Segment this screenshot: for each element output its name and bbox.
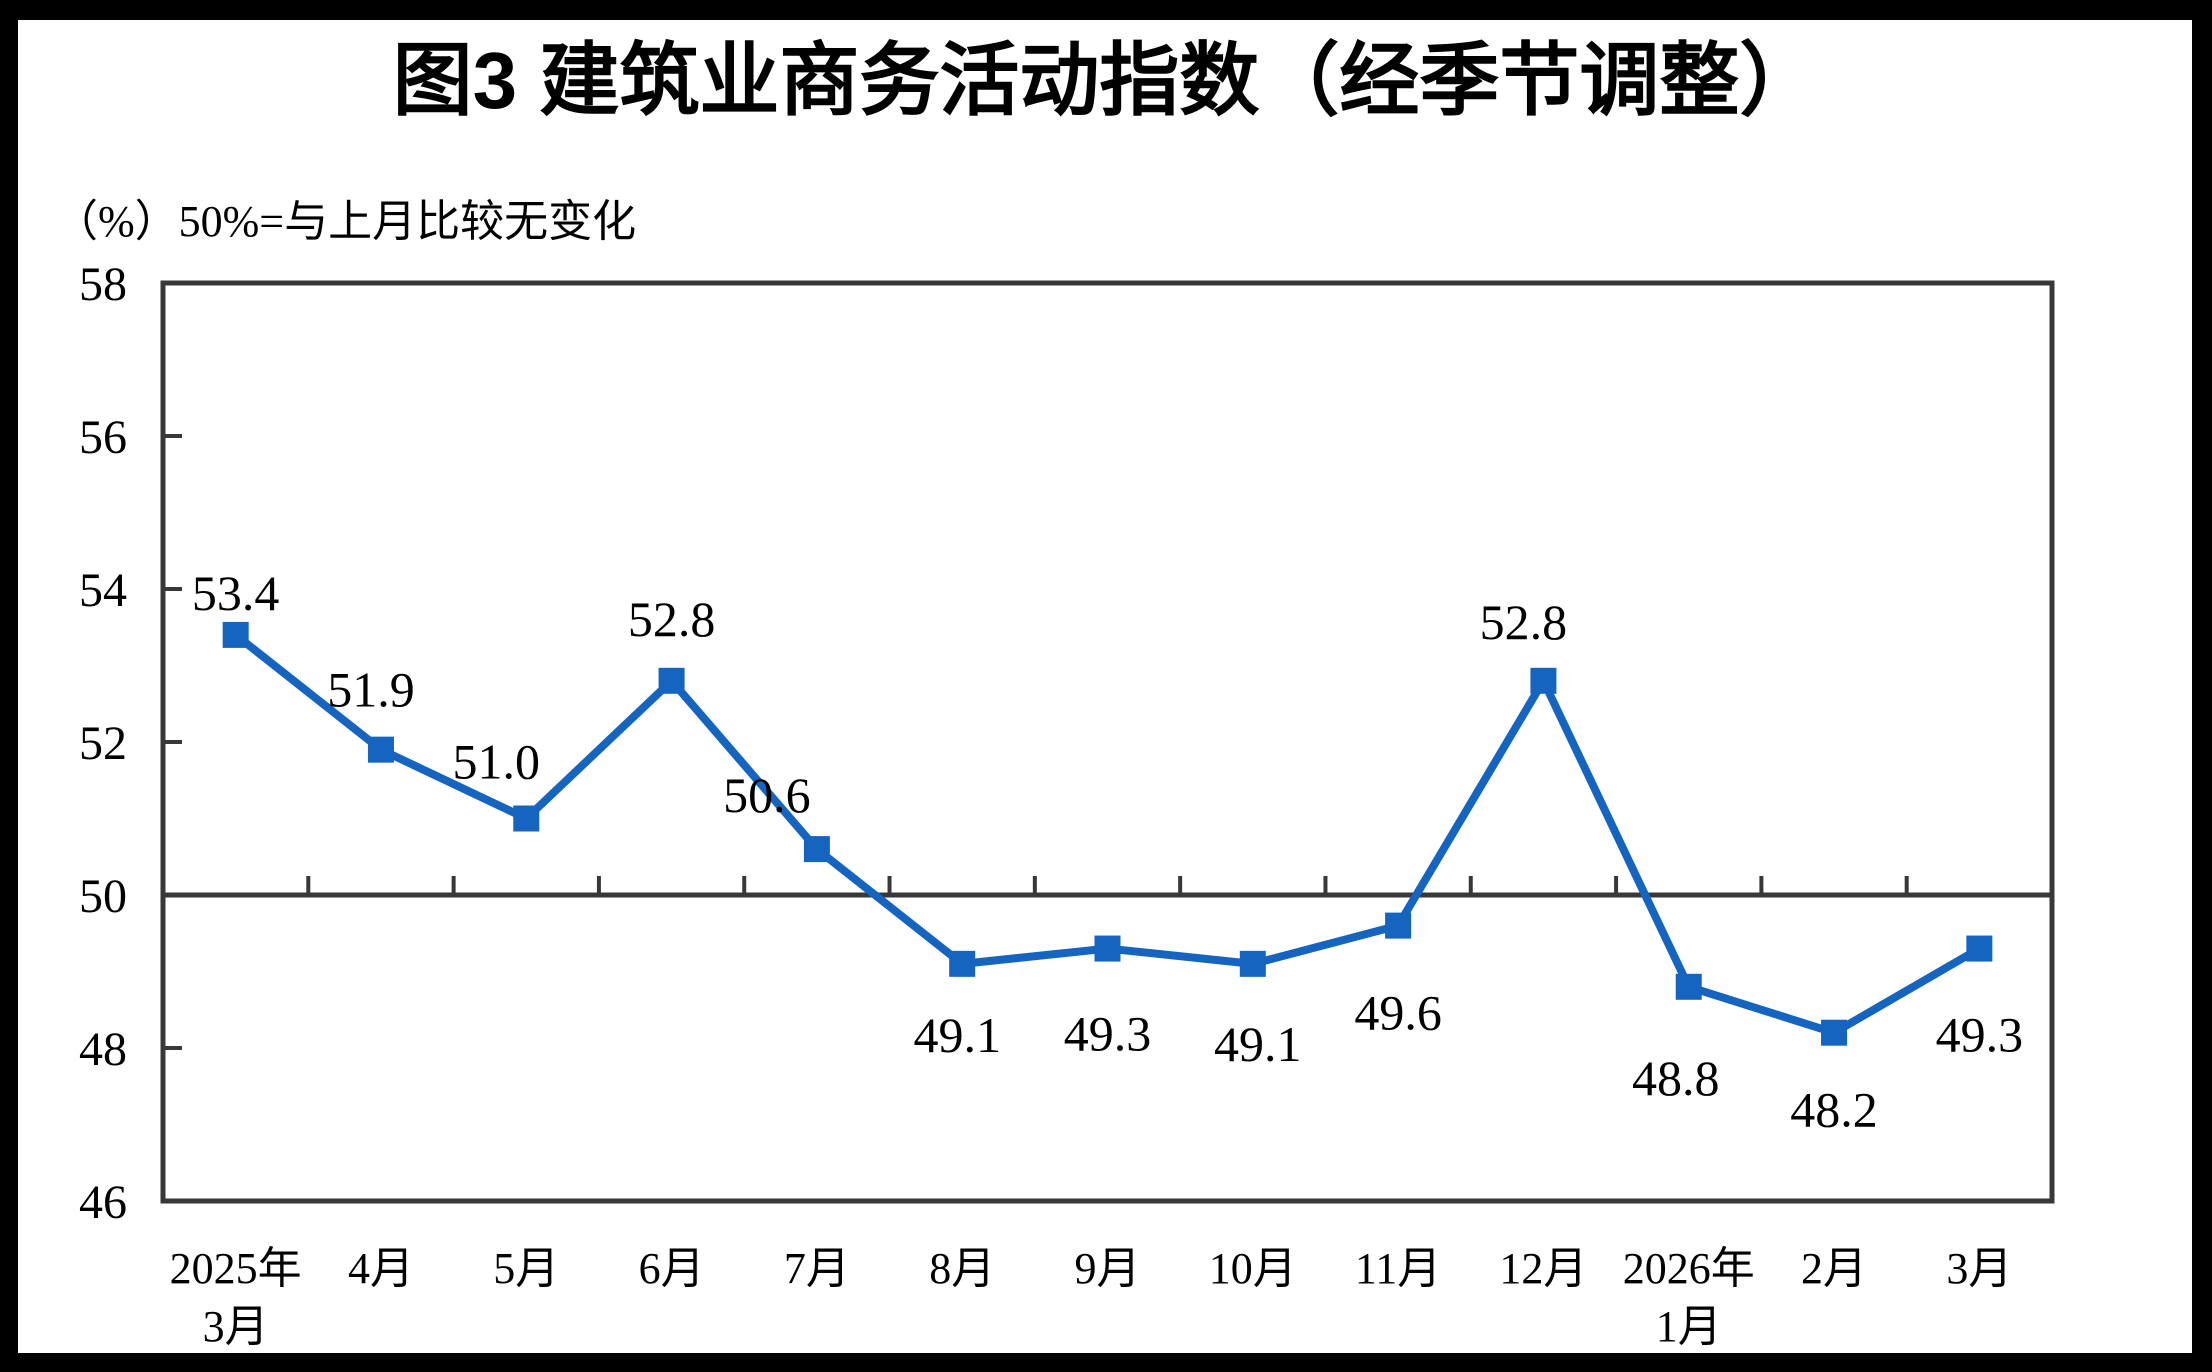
data-point-label: 50.6 [723, 767, 811, 823]
x-axis-label: 3月 [1946, 1244, 2012, 1293]
y-axis-label: 56 [79, 411, 127, 464]
data-point-marker [513, 805, 540, 832]
x-axis-label: 6月 [639, 1244, 705, 1293]
data-point-marker [949, 950, 976, 977]
data-point-label: 51.9 [327, 662, 415, 718]
data-point-marker [1239, 950, 1266, 977]
data-point-marker [1094, 935, 1121, 962]
data-point-label: 48.2 [1790, 1082, 1878, 1138]
data-point-label: 51.0 [453, 734, 541, 790]
data-point-marker [1385, 912, 1412, 939]
x-axis-label: 5月 [493, 1244, 559, 1293]
data-point-marker [222, 621, 249, 648]
y-axis-label: 46 [79, 1176, 127, 1229]
plot-frame [160, 280, 2055, 1204]
series-line [233, 631, 1982, 1037]
data-point-label: 48.8 [1632, 1050, 1720, 1106]
y-axis-label: 48 [79, 1023, 127, 1076]
x-axis-label: 2026年 1月 [1623, 1244, 1755, 1351]
y-axis-label: 58 [79, 258, 127, 311]
data-point-label: 49.3 [1936, 1007, 2024, 1063]
data-point-label: 49.6 [1354, 985, 1442, 1041]
x-axis-label: 7月 [784, 1244, 850, 1293]
data-point-label: 49.1 [913, 1007, 1001, 1063]
x-axis-label: 9月 [1075, 1244, 1141, 1293]
data-point-label: 49.3 [1064, 1006, 1152, 1062]
chart-title: 图3 建筑业商务活动指数（经季节调整） [392, 36, 1820, 125]
data-point-marker [367, 736, 394, 763]
data-point-label: 52.8 [628, 591, 716, 647]
x-axis-label: 12月 [1499, 1244, 1587, 1293]
x-axis-label: 8月 [929, 1244, 995, 1293]
y-axis-label: 54 [79, 564, 127, 617]
x-axis-label: 4月 [348, 1244, 414, 1293]
data-point-marker [1675, 973, 1702, 1000]
data-point-marker [1530, 667, 1557, 694]
y-axis-label: 50 [79, 870, 127, 923]
x-axis-label: 11月 [1355, 1244, 1441, 1293]
data-point-marker [803, 836, 830, 863]
data-point-label: 49.1 [1214, 1016, 1302, 1072]
unit-note: （%）50%=与上月比较无变化 [54, 197, 637, 246]
y-axis-label: 52 [79, 717, 127, 770]
data-point-label: 52.8 [1480, 594, 1568, 650]
data-point-marker [1966, 935, 1993, 962]
chart-canvas [18, 20, 2192, 1353]
data-point-marker [658, 667, 685, 694]
data-point-label: 53.4 [192, 565, 280, 621]
x-axis-label: 2025年 3月 [170, 1244, 302, 1351]
x-axis-label: 2月 [1801, 1244, 1867, 1293]
data-point-marker [1821, 1019, 1848, 1046]
x-axis-label: 10月 [1209, 1244, 1297, 1293]
